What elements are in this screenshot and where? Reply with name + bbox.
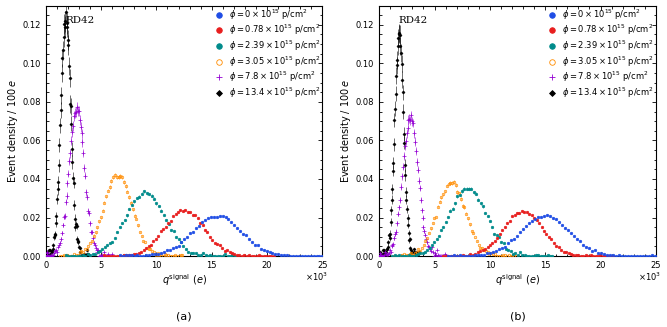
Text: RD42: RD42 <box>399 16 428 25</box>
Text: RD42: RD42 <box>65 16 94 25</box>
Y-axis label: Event density / 100$\,e$: Event density / 100$\,e$ <box>339 79 353 183</box>
X-axis label: $q^{\mathrm{signal}}\ (e)$: $q^{\mathrm{signal}}\ (e)$ <box>161 273 207 288</box>
Legend: $\phi = 0 \times 10^{15}$ p/cm$^2$, $\phi = 0.78 \times 10^{15}$ p/cm$^2$, $\phi: $\phi = 0 \times 10^{15}$ p/cm$^2$, $\ph… <box>544 7 654 100</box>
Y-axis label: Event density / 100$\,e$: Event density / 100$\,e$ <box>5 79 19 183</box>
Text: (b): (b) <box>510 311 526 321</box>
X-axis label: $q^{\mathrm{signal}}\ (e)$: $q^{\mathrm{signal}}\ (e)$ <box>495 273 540 288</box>
Legend: $\phi = 0 \times 10^{15}$ p/cm$^2$, $\phi = 0.78 \times 10^{15}$ p/cm$^2$, $\phi: $\phi = 0 \times 10^{15}$ p/cm$^2$, $\ph… <box>210 7 321 100</box>
Text: $\times 10^3$: $\times 10^3$ <box>638 271 662 283</box>
Text: $\times 10^3$: $\times 10^3$ <box>305 271 328 283</box>
Text: (a): (a) <box>176 311 192 321</box>
